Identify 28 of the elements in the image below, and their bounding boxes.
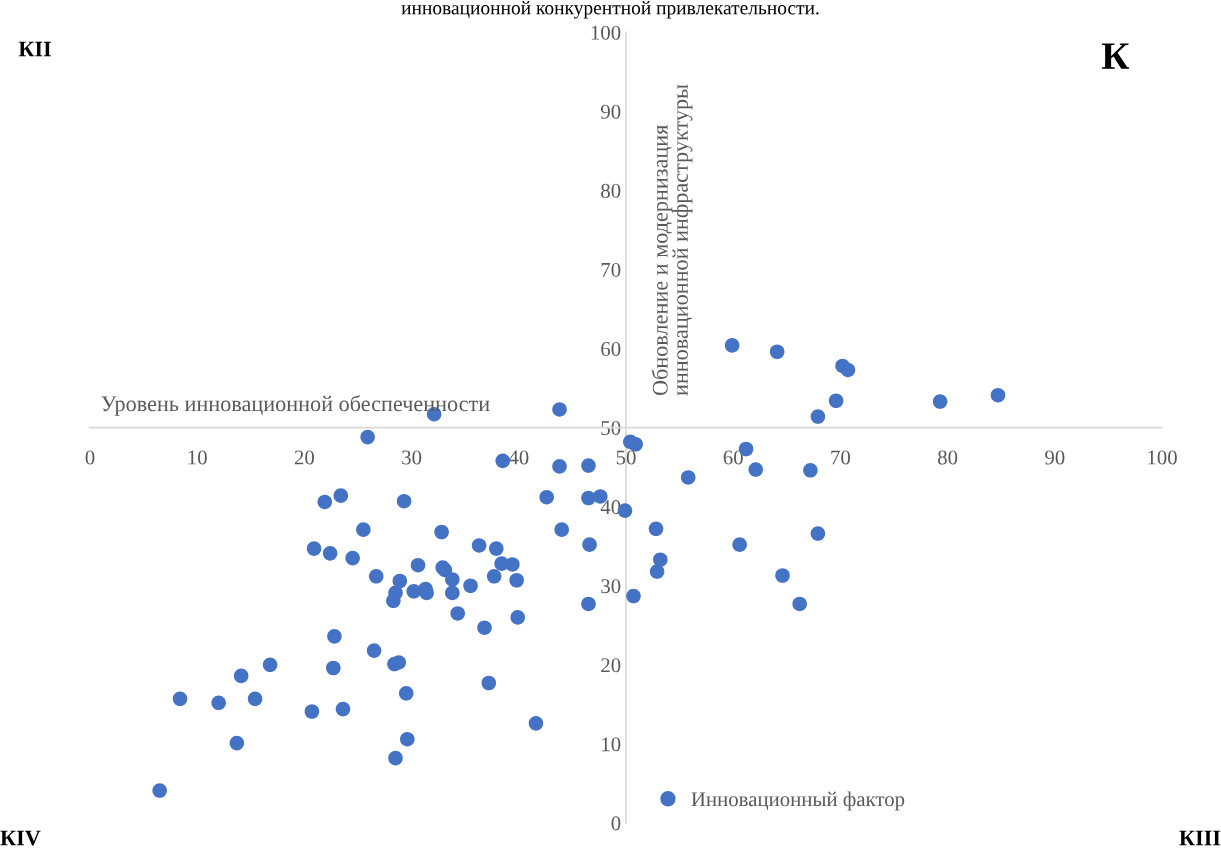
x-tick-label: 20 xyxy=(294,450,315,465)
x-tick-label: 100 xyxy=(1148,450,1177,465)
x-tick-label: 70 xyxy=(831,450,851,465)
y-tick-label: 100 xyxy=(591,25,621,40)
y-axis-title: Обновление и модернизация инновационной инфраструктуры xyxy=(651,84,693,396)
text: КII xyxy=(18,41,51,57)
y-tick-label: 20 xyxy=(601,658,621,673)
y-tick-label: 10 xyxy=(602,737,621,752)
chart-title: инновационной конкурентной привлекательности. xyxy=(401,0,819,19)
y-tick-label: 90 xyxy=(600,104,621,119)
y-tick-label: 30 xyxy=(601,579,621,594)
x-tick-label: 50 xyxy=(616,450,636,465)
text: КIV xyxy=(0,830,41,846)
text: КIII xyxy=(1179,830,1221,846)
x-tick-label: 80 xyxy=(938,450,958,465)
y-tick-label: 80 xyxy=(601,183,621,198)
y-tick-label: 0 xyxy=(611,816,621,831)
y-tick-label: 70 xyxy=(601,262,621,277)
x-tick-label: 40 xyxy=(508,450,529,465)
x-tick-label: 0 xyxy=(85,450,95,465)
x-tick-label: 30 xyxy=(402,450,422,465)
y-tick-label: 60 xyxy=(601,341,621,356)
legend-label: Инновационный фактор xyxy=(691,791,905,811)
annotation: К xyxy=(1101,43,1130,69)
x-tick-label: 60 xyxy=(723,450,743,465)
x-tick-label: 10 xyxy=(188,450,207,465)
x-axis-title: Уровень инновационной обеспеченности xyxy=(101,395,490,416)
x-tick-label: 90 xyxy=(1045,450,1065,465)
